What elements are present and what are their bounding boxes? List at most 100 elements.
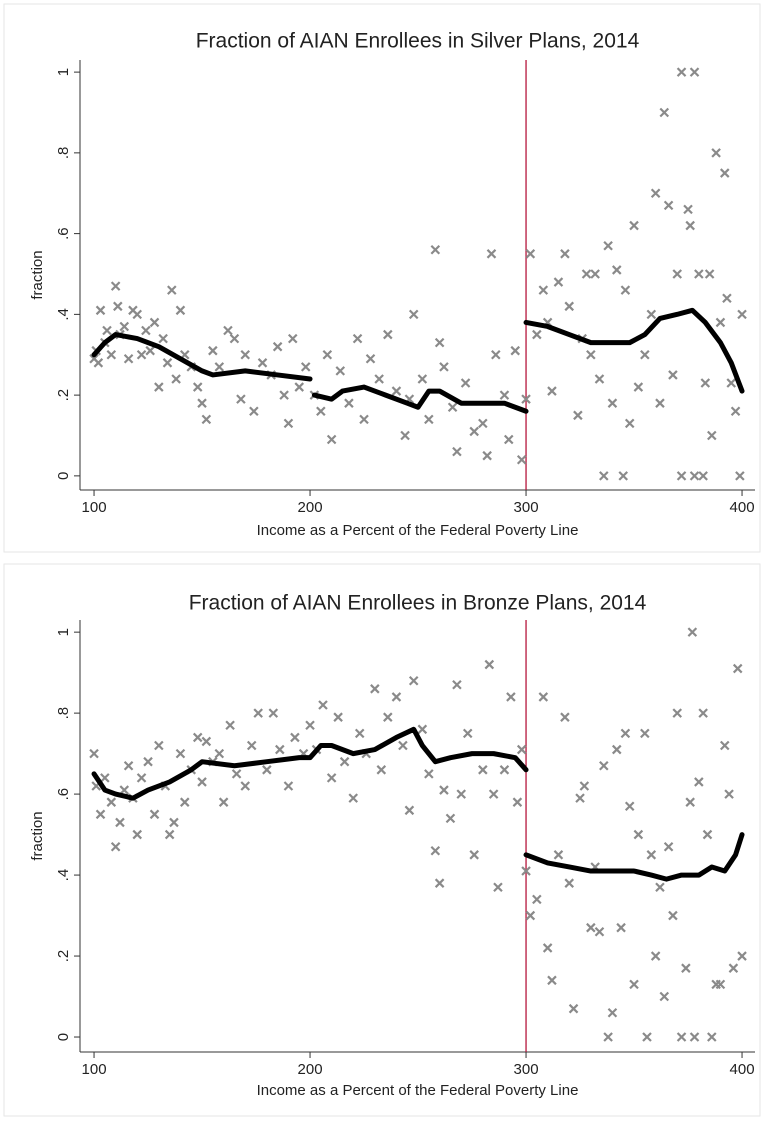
scatter-point — [141, 325, 151, 336]
scatter-point — [374, 374, 384, 384]
scatter-point — [482, 450, 492, 461]
scatter-point — [607, 398, 618, 408]
scatter-point — [560, 249, 570, 259]
scatter-point — [290, 732, 300, 743]
scatter-point — [201, 736, 212, 747]
scatter-point — [348, 793, 359, 803]
scatter-point — [253, 708, 263, 718]
scatter-point — [590, 269, 600, 279]
scatter-point — [676, 1032, 687, 1042]
panel-frame — [3, 563, 761, 1117]
scatter-point — [611, 265, 622, 275]
scatter-point — [439, 362, 449, 372]
scatter-point — [354, 728, 365, 739]
scatter-point — [102, 325, 112, 336]
scatter-point — [93, 358, 104, 368]
scatter-point — [573, 410, 583, 421]
scatter-point — [225, 720, 235, 731]
scatter-point — [478, 765, 488, 775]
scatter-point — [460, 378, 471, 388]
scatter-point — [447, 402, 458, 413]
scatter-point — [689, 1032, 700, 1042]
scatter-point — [685, 220, 695, 231]
scatter-point — [149, 809, 160, 820]
scatter-point — [737, 951, 747, 961]
scatter-point — [586, 922, 596, 933]
scatter-point — [115, 817, 125, 828]
scatter-point — [491, 349, 501, 360]
scatter-point — [100, 773, 110, 783]
scatter-point — [335, 366, 346, 376]
scatter-point — [681, 963, 691, 973]
scatter-point — [624, 801, 635, 812]
scatter-point — [197, 777, 207, 787]
scatter-point — [469, 850, 479, 860]
scatter-point — [113, 301, 123, 312]
y-tick-label: 1 — [55, 68, 72, 76]
scatter-point — [488, 789, 499, 799]
scatter-point — [521, 394, 531, 404]
scatter-point — [119, 785, 130, 795]
scatter-point — [154, 740, 164, 751]
scatter-point — [424, 769, 434, 779]
scatter-point — [611, 744, 622, 755]
scatter-point — [700, 378, 711, 388]
scatter-point — [510, 345, 521, 356]
scatter-point — [136, 773, 147, 783]
scatter-point — [655, 398, 665, 408]
scatter-point — [143, 756, 153, 767]
scatter-point — [484, 659, 495, 670]
y-axis-label: fraction — [29, 811, 46, 860]
scatter-point — [110, 281, 121, 291]
scatter-point — [685, 797, 695, 807]
scatter-point — [737, 309, 747, 320]
x-tick-label: 100 — [82, 1061, 107, 1078]
scatter-point — [119, 321, 130, 332]
scatter-point — [724, 789, 734, 799]
scatter-point — [575, 793, 585, 803]
scatter-point — [683, 204, 693, 215]
scatter-point — [376, 765, 387, 775]
scatter-point — [249, 406, 259, 417]
scatter-point — [294, 382, 305, 392]
scatter-point — [689, 471, 700, 481]
scatter-point — [445, 813, 456, 824]
scatter-point — [322, 349, 333, 360]
scatter-point — [599, 760, 609, 771]
scatter-point — [506, 692, 516, 702]
y-axis-label: fraction — [29, 250, 46, 299]
chart-title: Fraction of AIAN Enrollees in Silver Pla… — [196, 30, 640, 53]
scatter-point — [499, 765, 510, 775]
scatter-point — [352, 333, 363, 344]
scatter-point — [616, 922, 626, 933]
scatter-point — [698, 471, 708, 481]
scatter-point — [110, 841, 121, 852]
scatter-point — [218, 797, 229, 807]
y-tick-label: .4 — [55, 308, 72, 321]
x-tick-label: 300 — [514, 499, 539, 516]
scatter-point — [503, 434, 514, 445]
scatter-point — [711, 148, 721, 158]
scatter-point — [553, 850, 564, 860]
panel-frame — [3, 3, 761, 553]
y-tick-label: .2 — [55, 950, 72, 963]
scatter-point — [333, 712, 343, 722]
scatter-point — [663, 841, 674, 852]
scatter-point — [171, 374, 181, 384]
scatter-point — [246, 740, 257, 751]
scatter-point — [106, 797, 117, 807]
scatter-point — [663, 200, 674, 211]
scatter-point — [268, 708, 279, 718]
scatter-point — [316, 406, 326, 417]
scatter-point — [283, 418, 294, 429]
scatter-point — [532, 894, 542, 905]
scatter-point — [123, 354, 134, 364]
scatter-point — [650, 951, 661, 961]
scatter-point — [214, 748, 225, 759]
y-tick-label: .8 — [55, 147, 72, 160]
scatter-point — [730, 406, 741, 417]
x-tick-label: 400 — [730, 1061, 755, 1078]
scatter-point — [398, 740, 408, 751]
scatter-point — [344, 398, 354, 408]
scatter-point — [95, 305, 106, 316]
